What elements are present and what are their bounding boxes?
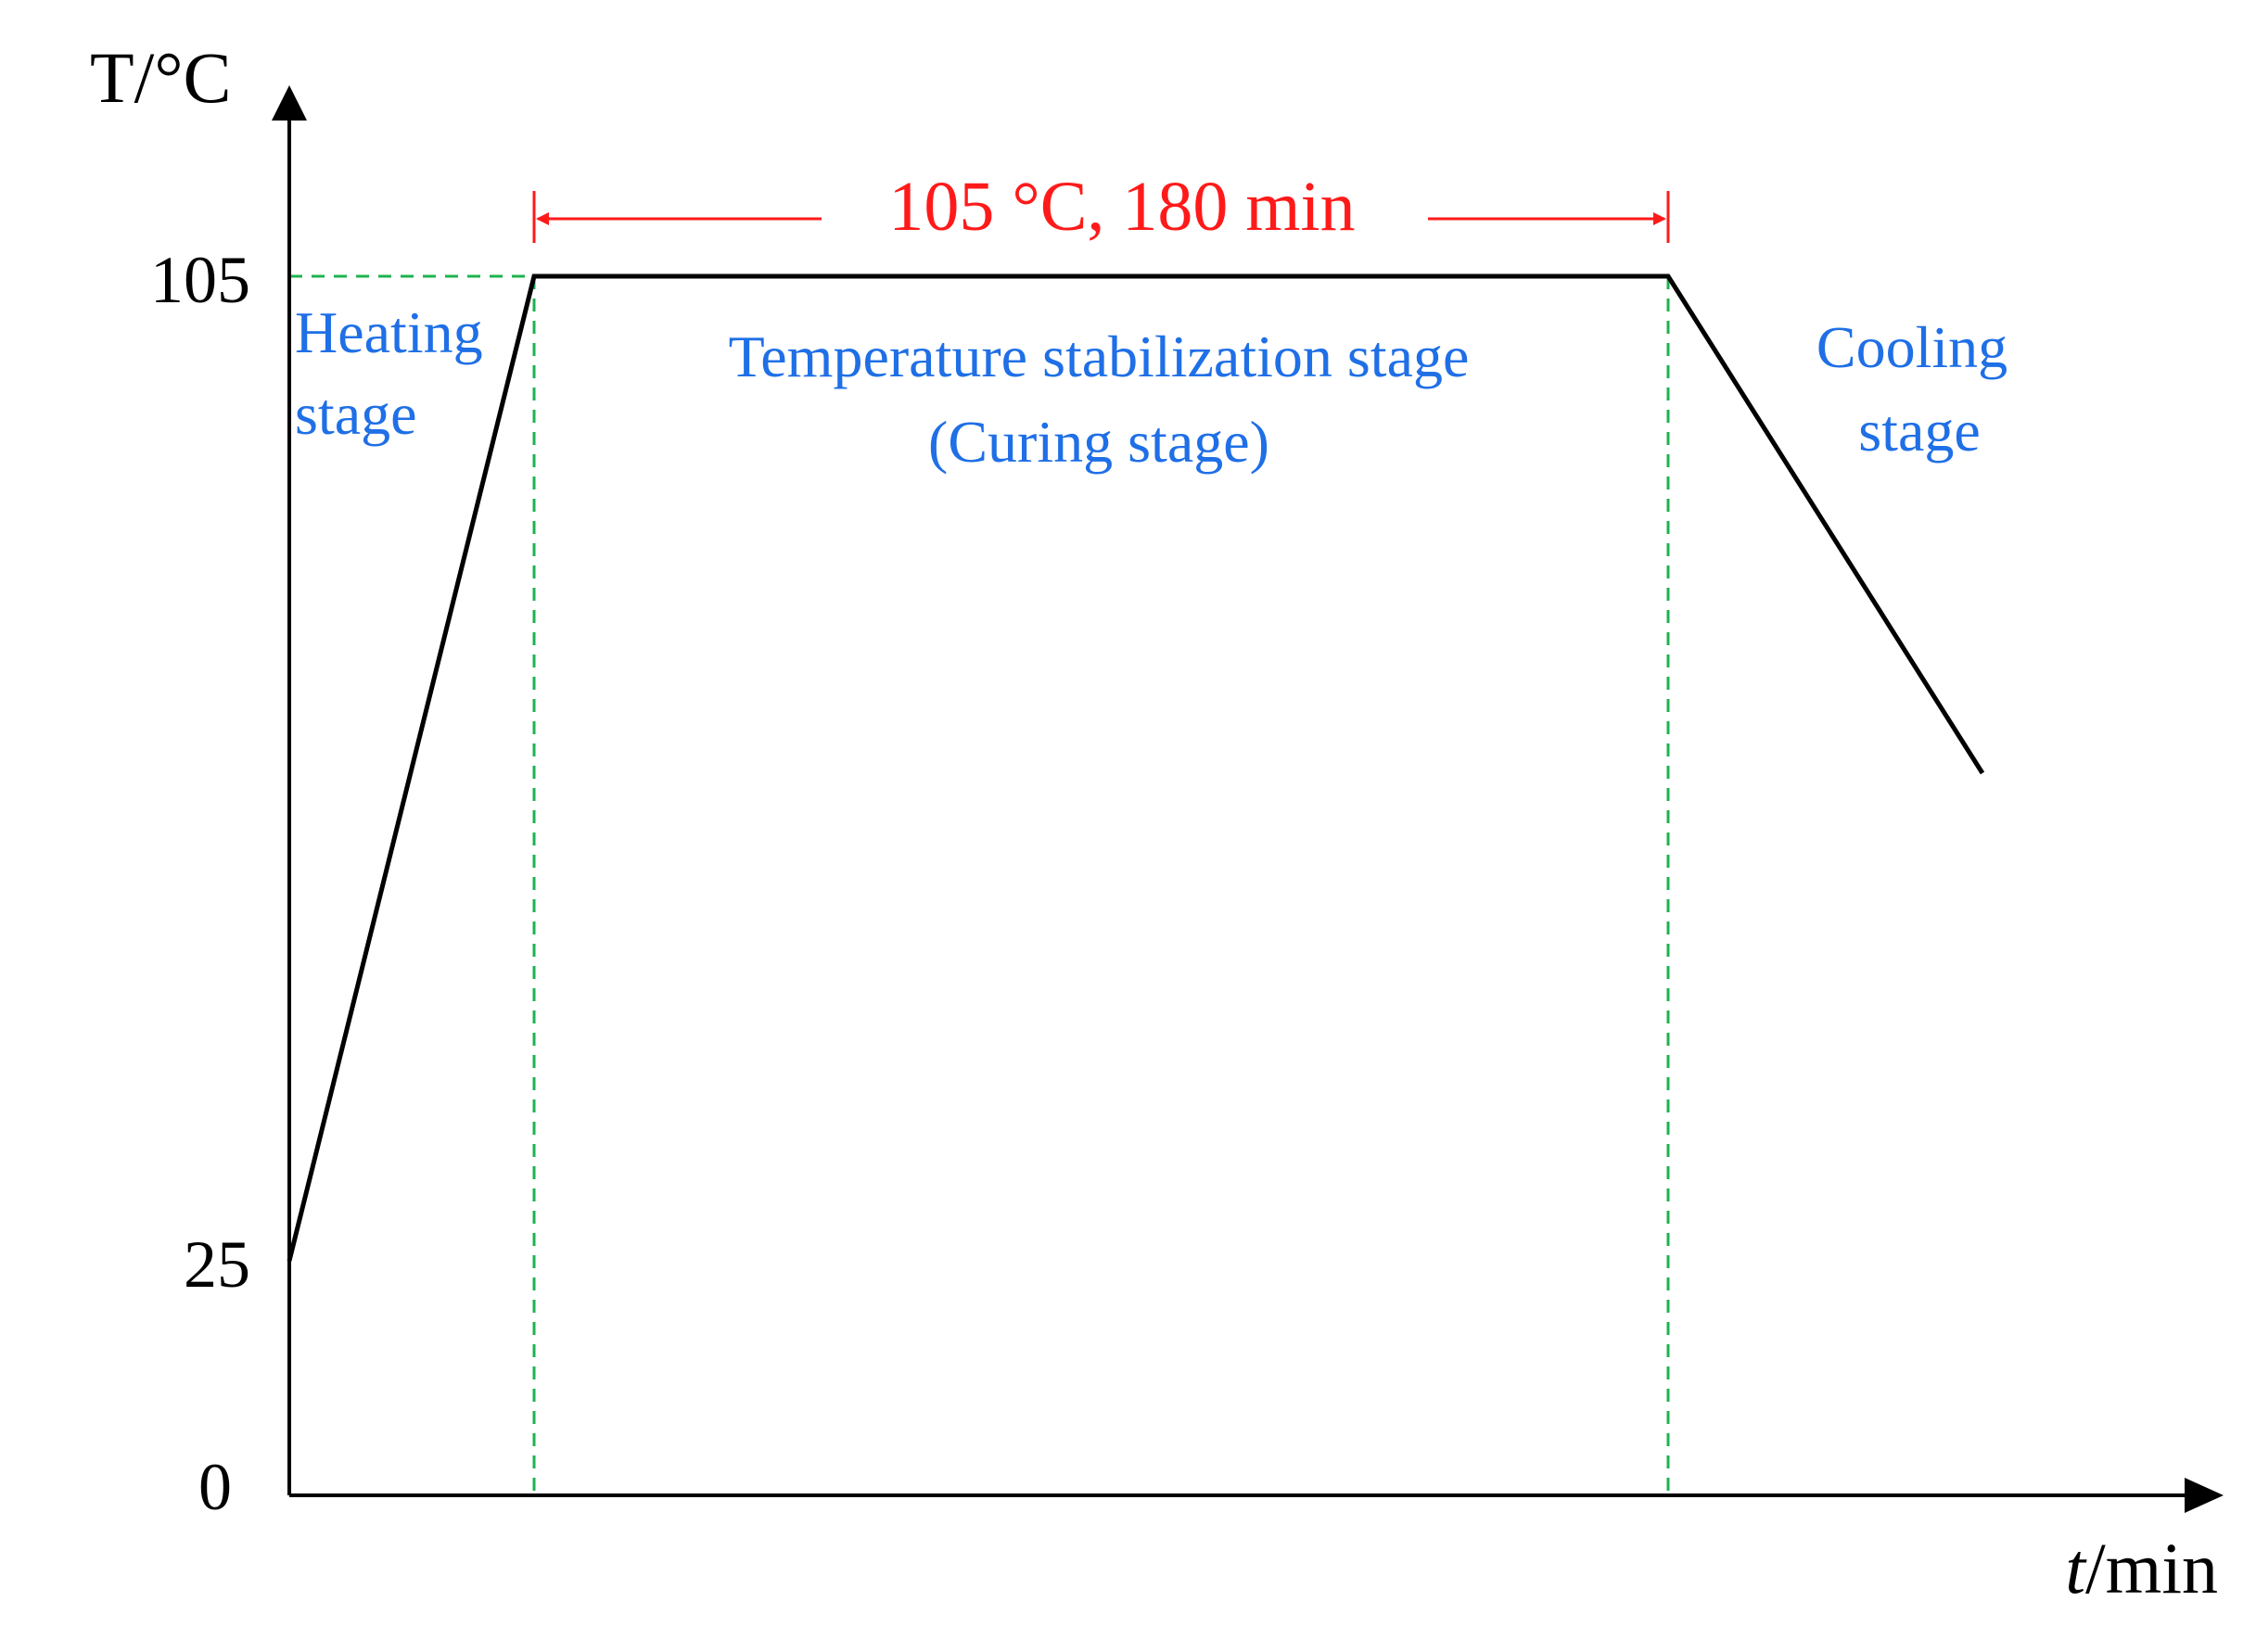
- y-tick-label-0: 0: [198, 1450, 232, 1524]
- x-axis-arrowhead: [2185, 1478, 2224, 1513]
- temperature-profile-line: [287, 273, 1985, 1262]
- y-axis-arrowhead: [272, 85, 307, 121]
- y-axis-label: T/°C: [90, 37, 232, 118]
- guide-lines: [289, 274, 1670, 1495]
- cooling-stage-label-line1: Cooling: [1816, 314, 2007, 380]
- heating-stage-label-line1: Heating: [295, 299, 483, 365]
- x-axis-variable: t: [2065, 1528, 2087, 1608]
- axes: [287, 116, 2188, 1497]
- y-tick-label-105: 105: [150, 243, 250, 317]
- x-axis-unit: /min: [2085, 1528, 2218, 1608]
- stabilization-stage-label-line1: Temperature stabilization stage: [729, 324, 1470, 389]
- stabilization-stage-label-line2: (Curing stage): [928, 409, 1269, 475]
- hold-annotation: 105 °C, 180 min: [888, 168, 1355, 246]
- cooling-stage-label-line2: stage: [1858, 398, 1981, 464]
- heating-stage-label-line2: stage: [295, 381, 417, 447]
- y-tick-label-25: 25: [184, 1227, 250, 1302]
- x-axis-label: t/min: [2065, 1528, 2218, 1608]
